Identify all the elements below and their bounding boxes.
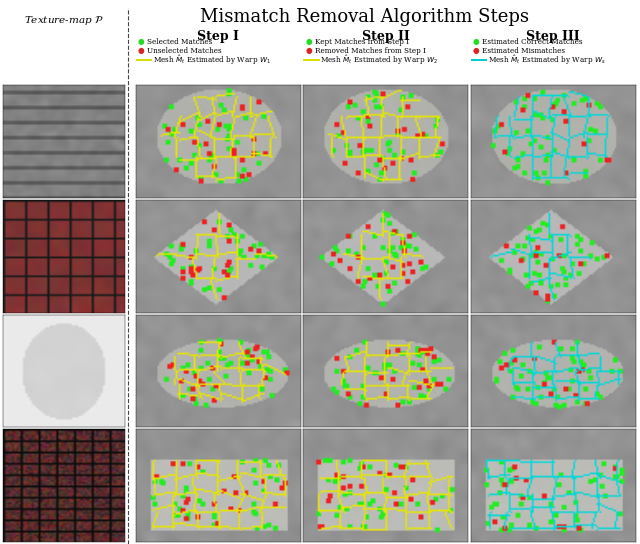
Text: ●: ●: [472, 46, 479, 55]
Text: Mesh $\hat{M}_t$ Estimated by Warp $W_2$: Mesh $\hat{M}_t$ Estimated by Warp $W_2$: [321, 53, 438, 66]
Text: Mesh $\hat{M}_t$ Estimated by Warp $W_1$: Mesh $\hat{M}_t$ Estimated by Warp $W_1$: [153, 53, 271, 66]
Text: Unselected Matches: Unselected Matches: [147, 47, 222, 55]
Text: ●: ●: [138, 46, 144, 55]
Text: Step II: Step II: [362, 30, 410, 43]
Text: Mesh $\hat{M}_t$ Estimated by Warp $W_s$: Mesh $\hat{M}_t$ Estimated by Warp $W_s$: [488, 53, 605, 66]
Text: ●: ●: [472, 38, 479, 46]
Text: Mismatch Removal Algorithm Steps: Mismatch Removal Algorithm Steps: [200, 8, 529, 26]
Text: ●: ●: [305, 38, 312, 46]
Text: Estimated Mismatches: Estimated Mismatches: [482, 47, 565, 55]
Text: ●: ●: [305, 46, 312, 55]
Text: Step III: Step III: [526, 30, 580, 43]
Text: Estimated Correct Matches: Estimated Correct Matches: [482, 38, 582, 46]
Text: Texture-map $\mathcal{P}$: Texture-map $\mathcal{P}$: [24, 14, 104, 27]
Text: Selected Matches: Selected Matches: [147, 38, 212, 46]
Text: Step I: Step I: [197, 30, 239, 43]
Text: Removed Matches from Step I: Removed Matches from Step I: [315, 47, 426, 55]
Text: ●: ●: [138, 38, 144, 46]
Text: Kept Matches from Step I: Kept Matches from Step I: [315, 38, 409, 46]
